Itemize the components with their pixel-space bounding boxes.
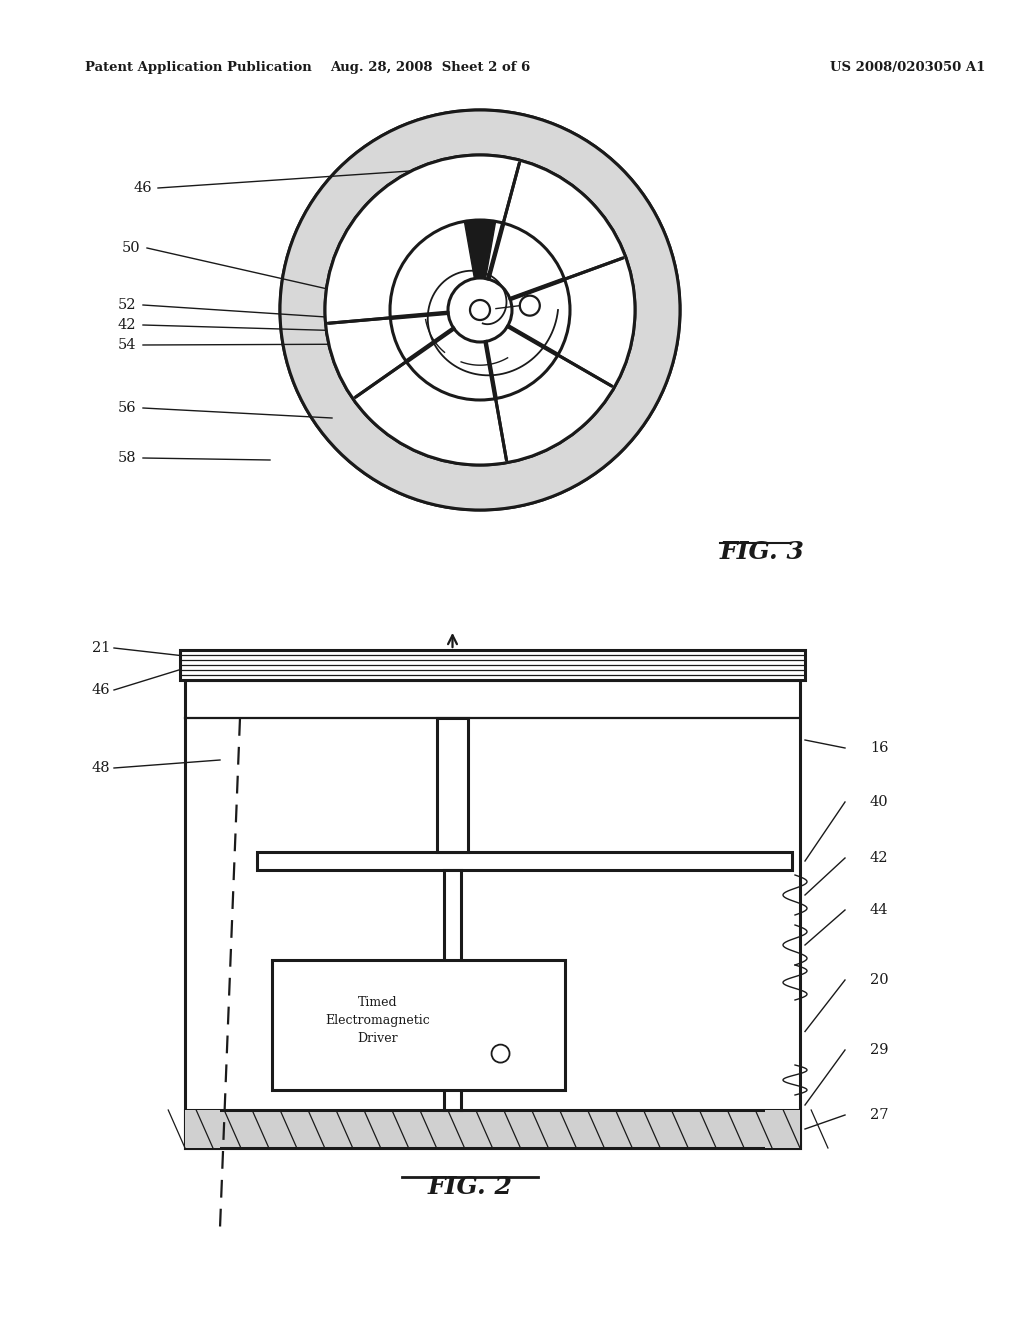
Bar bbox=[444, 870, 461, 1110]
Text: FIG. 2: FIG. 2 bbox=[428, 1175, 512, 1199]
Ellipse shape bbox=[280, 110, 680, 510]
Bar bbox=[185, 1110, 220, 1148]
Text: 40: 40 bbox=[870, 795, 889, 809]
Ellipse shape bbox=[520, 296, 540, 315]
Text: 52: 52 bbox=[118, 298, 136, 312]
Bar bbox=[180, 649, 805, 680]
Bar bbox=[765, 1110, 800, 1148]
Ellipse shape bbox=[390, 220, 570, 400]
Text: 58: 58 bbox=[118, 451, 136, 465]
Text: 21: 21 bbox=[92, 642, 111, 655]
Text: 56: 56 bbox=[118, 401, 136, 414]
Text: 46: 46 bbox=[92, 682, 111, 697]
Ellipse shape bbox=[325, 154, 635, 465]
Text: Aug. 28, 2008  Sheet 2 of 6: Aug. 28, 2008 Sheet 2 of 6 bbox=[330, 62, 530, 74]
Text: 50: 50 bbox=[122, 242, 140, 255]
Text: 42: 42 bbox=[870, 851, 889, 865]
Bar bbox=[185, 1110, 800, 1148]
Bar bbox=[272, 960, 565, 1090]
Text: 16: 16 bbox=[870, 741, 889, 755]
Text: 54: 54 bbox=[118, 338, 136, 352]
Text: 44: 44 bbox=[870, 903, 889, 917]
Bar bbox=[437, 718, 468, 851]
Text: Patent Application Publication: Patent Application Publication bbox=[85, 62, 311, 74]
Text: Timed
Electromagnetic
Driver: Timed Electromagnetic Driver bbox=[325, 997, 430, 1045]
Ellipse shape bbox=[470, 300, 490, 319]
Bar bbox=[185, 680, 800, 1148]
Text: 20: 20 bbox=[870, 973, 889, 987]
Text: 48: 48 bbox=[92, 762, 111, 775]
Bar bbox=[257, 851, 792, 870]
Text: 46: 46 bbox=[133, 181, 152, 195]
Text: 29: 29 bbox=[870, 1043, 889, 1057]
Ellipse shape bbox=[449, 279, 512, 342]
Text: FIG. 3: FIG. 3 bbox=[720, 540, 805, 564]
Text: 27: 27 bbox=[870, 1107, 889, 1122]
Ellipse shape bbox=[492, 1044, 510, 1063]
Text: US 2008/0203050 A1: US 2008/0203050 A1 bbox=[830, 62, 985, 74]
Polygon shape bbox=[464, 220, 496, 279]
Text: 42: 42 bbox=[118, 318, 136, 333]
